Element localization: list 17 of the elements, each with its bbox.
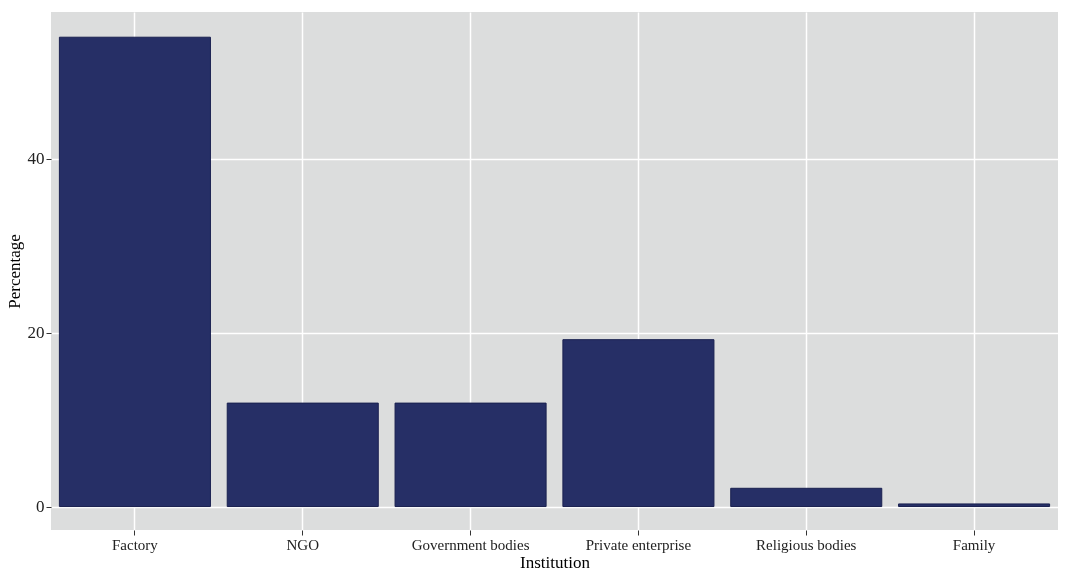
y-axis-title: Percentage bbox=[4, 234, 24, 309]
x-tick-label: Religious bodies bbox=[756, 536, 857, 553]
bar bbox=[226, 402, 379, 508]
x-axis-title: Institution bbox=[520, 552, 591, 572]
y-tick-label: 40 bbox=[27, 149, 45, 169]
x-tick-label: Government bodies bbox=[411, 536, 530, 553]
x-tick-label: NGO bbox=[286, 536, 320, 553]
y-tick-label: 0 bbox=[36, 497, 45, 517]
bar bbox=[58, 36, 211, 508]
bar bbox=[730, 487, 883, 508]
x-tick-label: Factory bbox=[112, 536, 159, 553]
bar bbox=[898, 503, 1051, 508]
x-tick-label: Private enterprise bbox=[585, 536, 692, 553]
y-tick-label: 20 bbox=[27, 323, 45, 343]
bar bbox=[394, 402, 547, 508]
bar bbox=[562, 339, 715, 508]
x-tick-label: Family bbox=[952, 536, 996, 553]
